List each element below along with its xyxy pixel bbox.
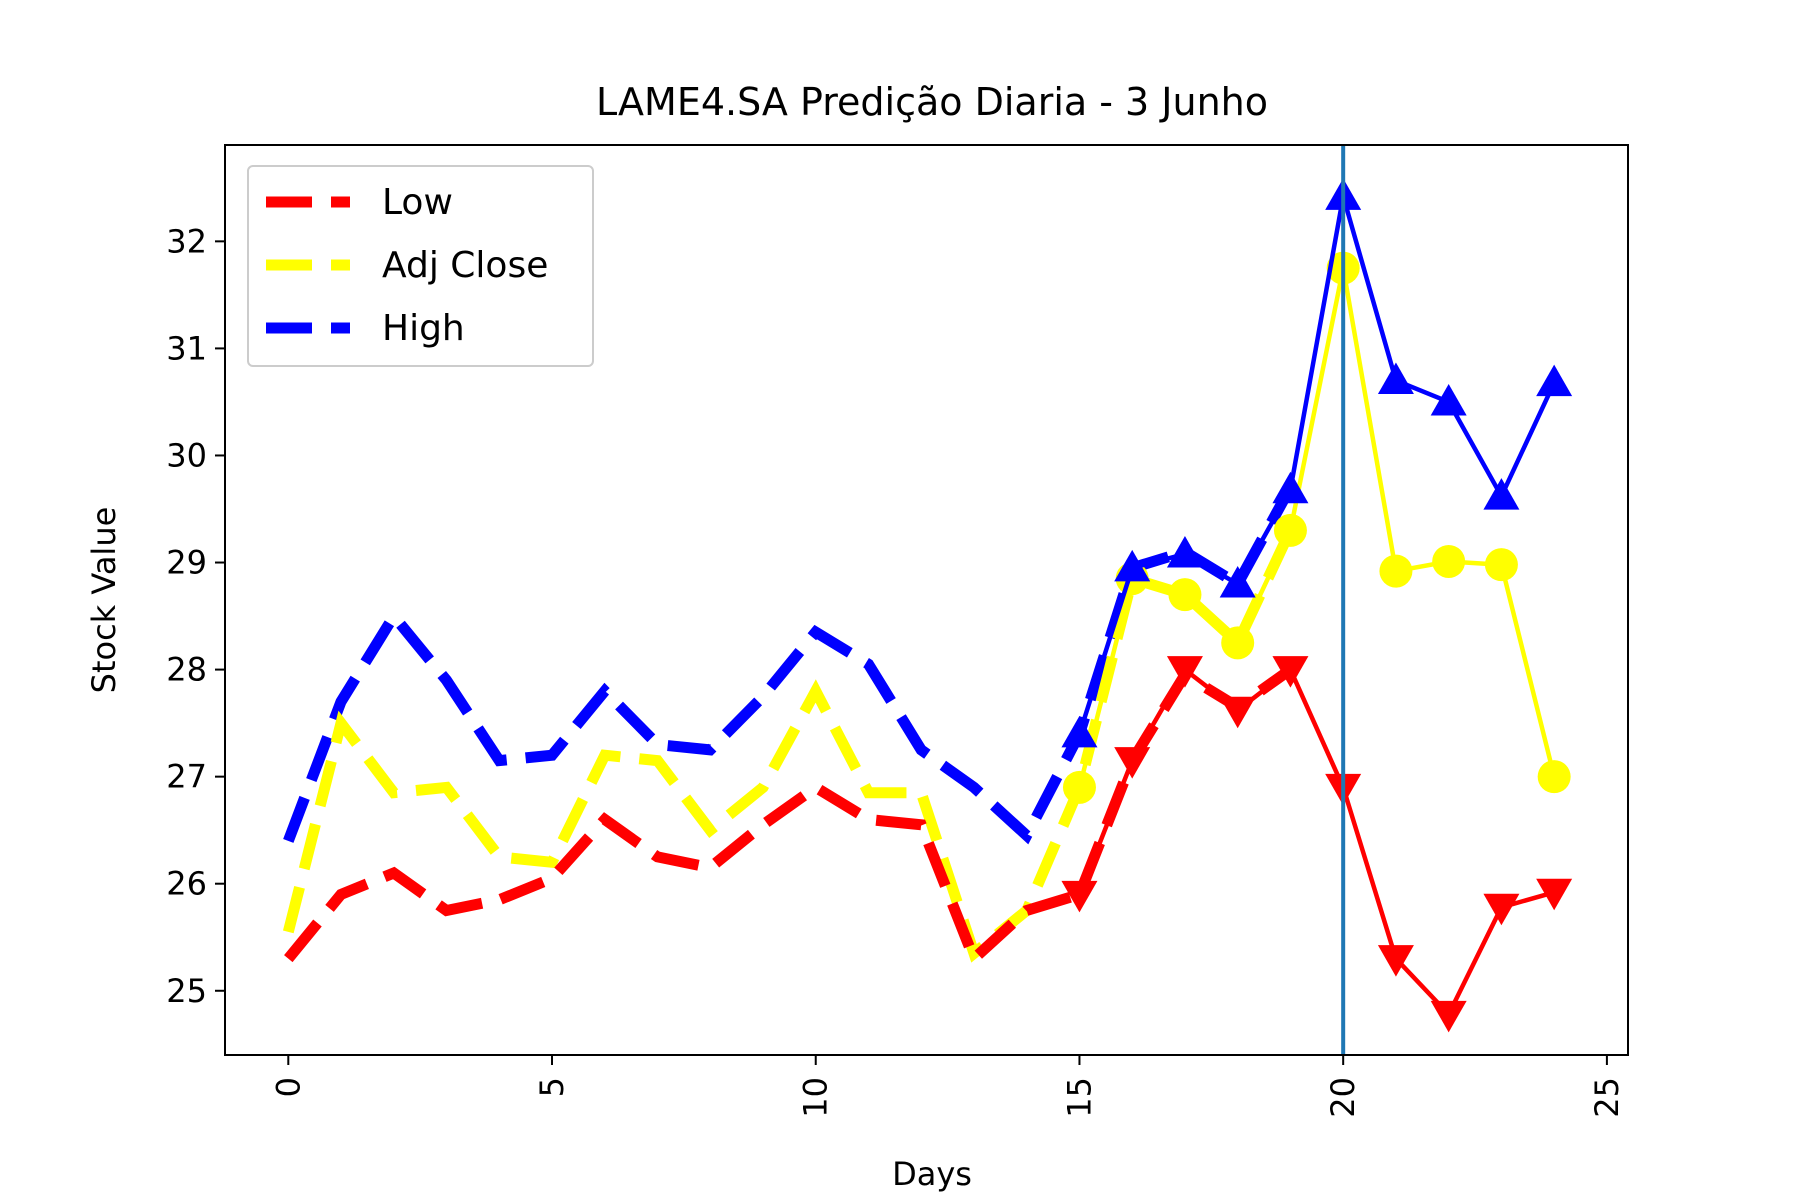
- series-adj-close-marker: [1432, 544, 1466, 578]
- series-low-prediction-line: [1077, 667, 1555, 1017]
- legend: Low Adj Close High: [247, 165, 594, 367]
- x-tick-label: 20: [1324, 1077, 1362, 1118]
- series-low-marker: [1430, 1000, 1467, 1033]
- x-tick-label: 25: [1588, 1077, 1626, 1118]
- series-low-marker: [1536, 878, 1573, 911]
- series-high-marker: [1061, 715, 1098, 748]
- series-low-dashed-line: [284, 665, 1294, 969]
- y-tick-label: 29: [166, 544, 207, 582]
- series-high-marker: [1483, 478, 1520, 510]
- y-tick-label: 27: [166, 758, 207, 796]
- legend-label-low: Low: [382, 182, 453, 223]
- series-adj-close-marker: [1168, 578, 1202, 612]
- chart-title: LAME4.SA Predição Diaria - 3 Junho: [596, 80, 1268, 124]
- series-adj-close-marker: [1537, 760, 1571, 794]
- y-axis-label: Stock Value: [85, 507, 123, 694]
- series-low-marker: [1219, 696, 1256, 729]
- series-adj-close-marker: [1379, 554, 1413, 588]
- series-adj-close-marker: [1273, 513, 1307, 547]
- series-high-marker: [1377, 362, 1414, 395]
- plot-frame: [224, 144, 1629, 1056]
- x-tick-label: 10: [797, 1077, 835, 1118]
- axes: 0 5 10 15 20 25 25 26 27 28 29 30 31 32: [166, 144, 1629, 1118]
- x-axis-label: Days: [892, 1155, 972, 1193]
- series-adj-close-marker: [1484, 548, 1518, 582]
- plot-area: [282, 145, 1573, 1055]
- y-tick-label: 28: [166, 651, 207, 689]
- series-high-marker: [1114, 549, 1151, 582]
- x-tick-label: 15: [1060, 1077, 1098, 1118]
- series-low-marker: [1377, 945, 1414, 977]
- series-low-marker: [1114, 747, 1151, 779]
- series-adj-close-marker: [1062, 770, 1096, 804]
- series-high-marker: [1272, 471, 1309, 504]
- x-tick-label: 5: [533, 1077, 571, 1097]
- x-tick-label: 0: [269, 1077, 307, 1097]
- legend-box: [247, 165, 594, 367]
- series-low-marker: [1272, 656, 1309, 688]
- y-tick-label: 26: [166, 865, 207, 903]
- y-tick-label: 25: [166, 972, 207, 1010]
- y-tick-label: 31: [166, 329, 207, 367]
- series-high-marker: [1219, 565, 1256, 598]
- series-low-marker: [1483, 893, 1520, 926]
- y-tick-label: 32: [166, 222, 207, 260]
- series-adj-close-marker: [1221, 626, 1255, 660]
- series-low-marker: [1166, 656, 1203, 688]
- y-tick-label: 30: [166, 436, 207, 474]
- series-adj-close-prediction-line: [1077, 265, 1557, 788]
- series-low-marker: [1061, 880, 1098, 913]
- series-high-marker: [1430, 383, 1467, 416]
- series-high-prediction-line: [1077, 194, 1557, 735]
- series-high-marker: [1166, 535, 1203, 568]
- legend-label-high: High: [382, 308, 465, 349]
- legend-label-adj-close: Adj Close: [382, 245, 548, 286]
- series-high-marker: [1536, 364, 1573, 397]
